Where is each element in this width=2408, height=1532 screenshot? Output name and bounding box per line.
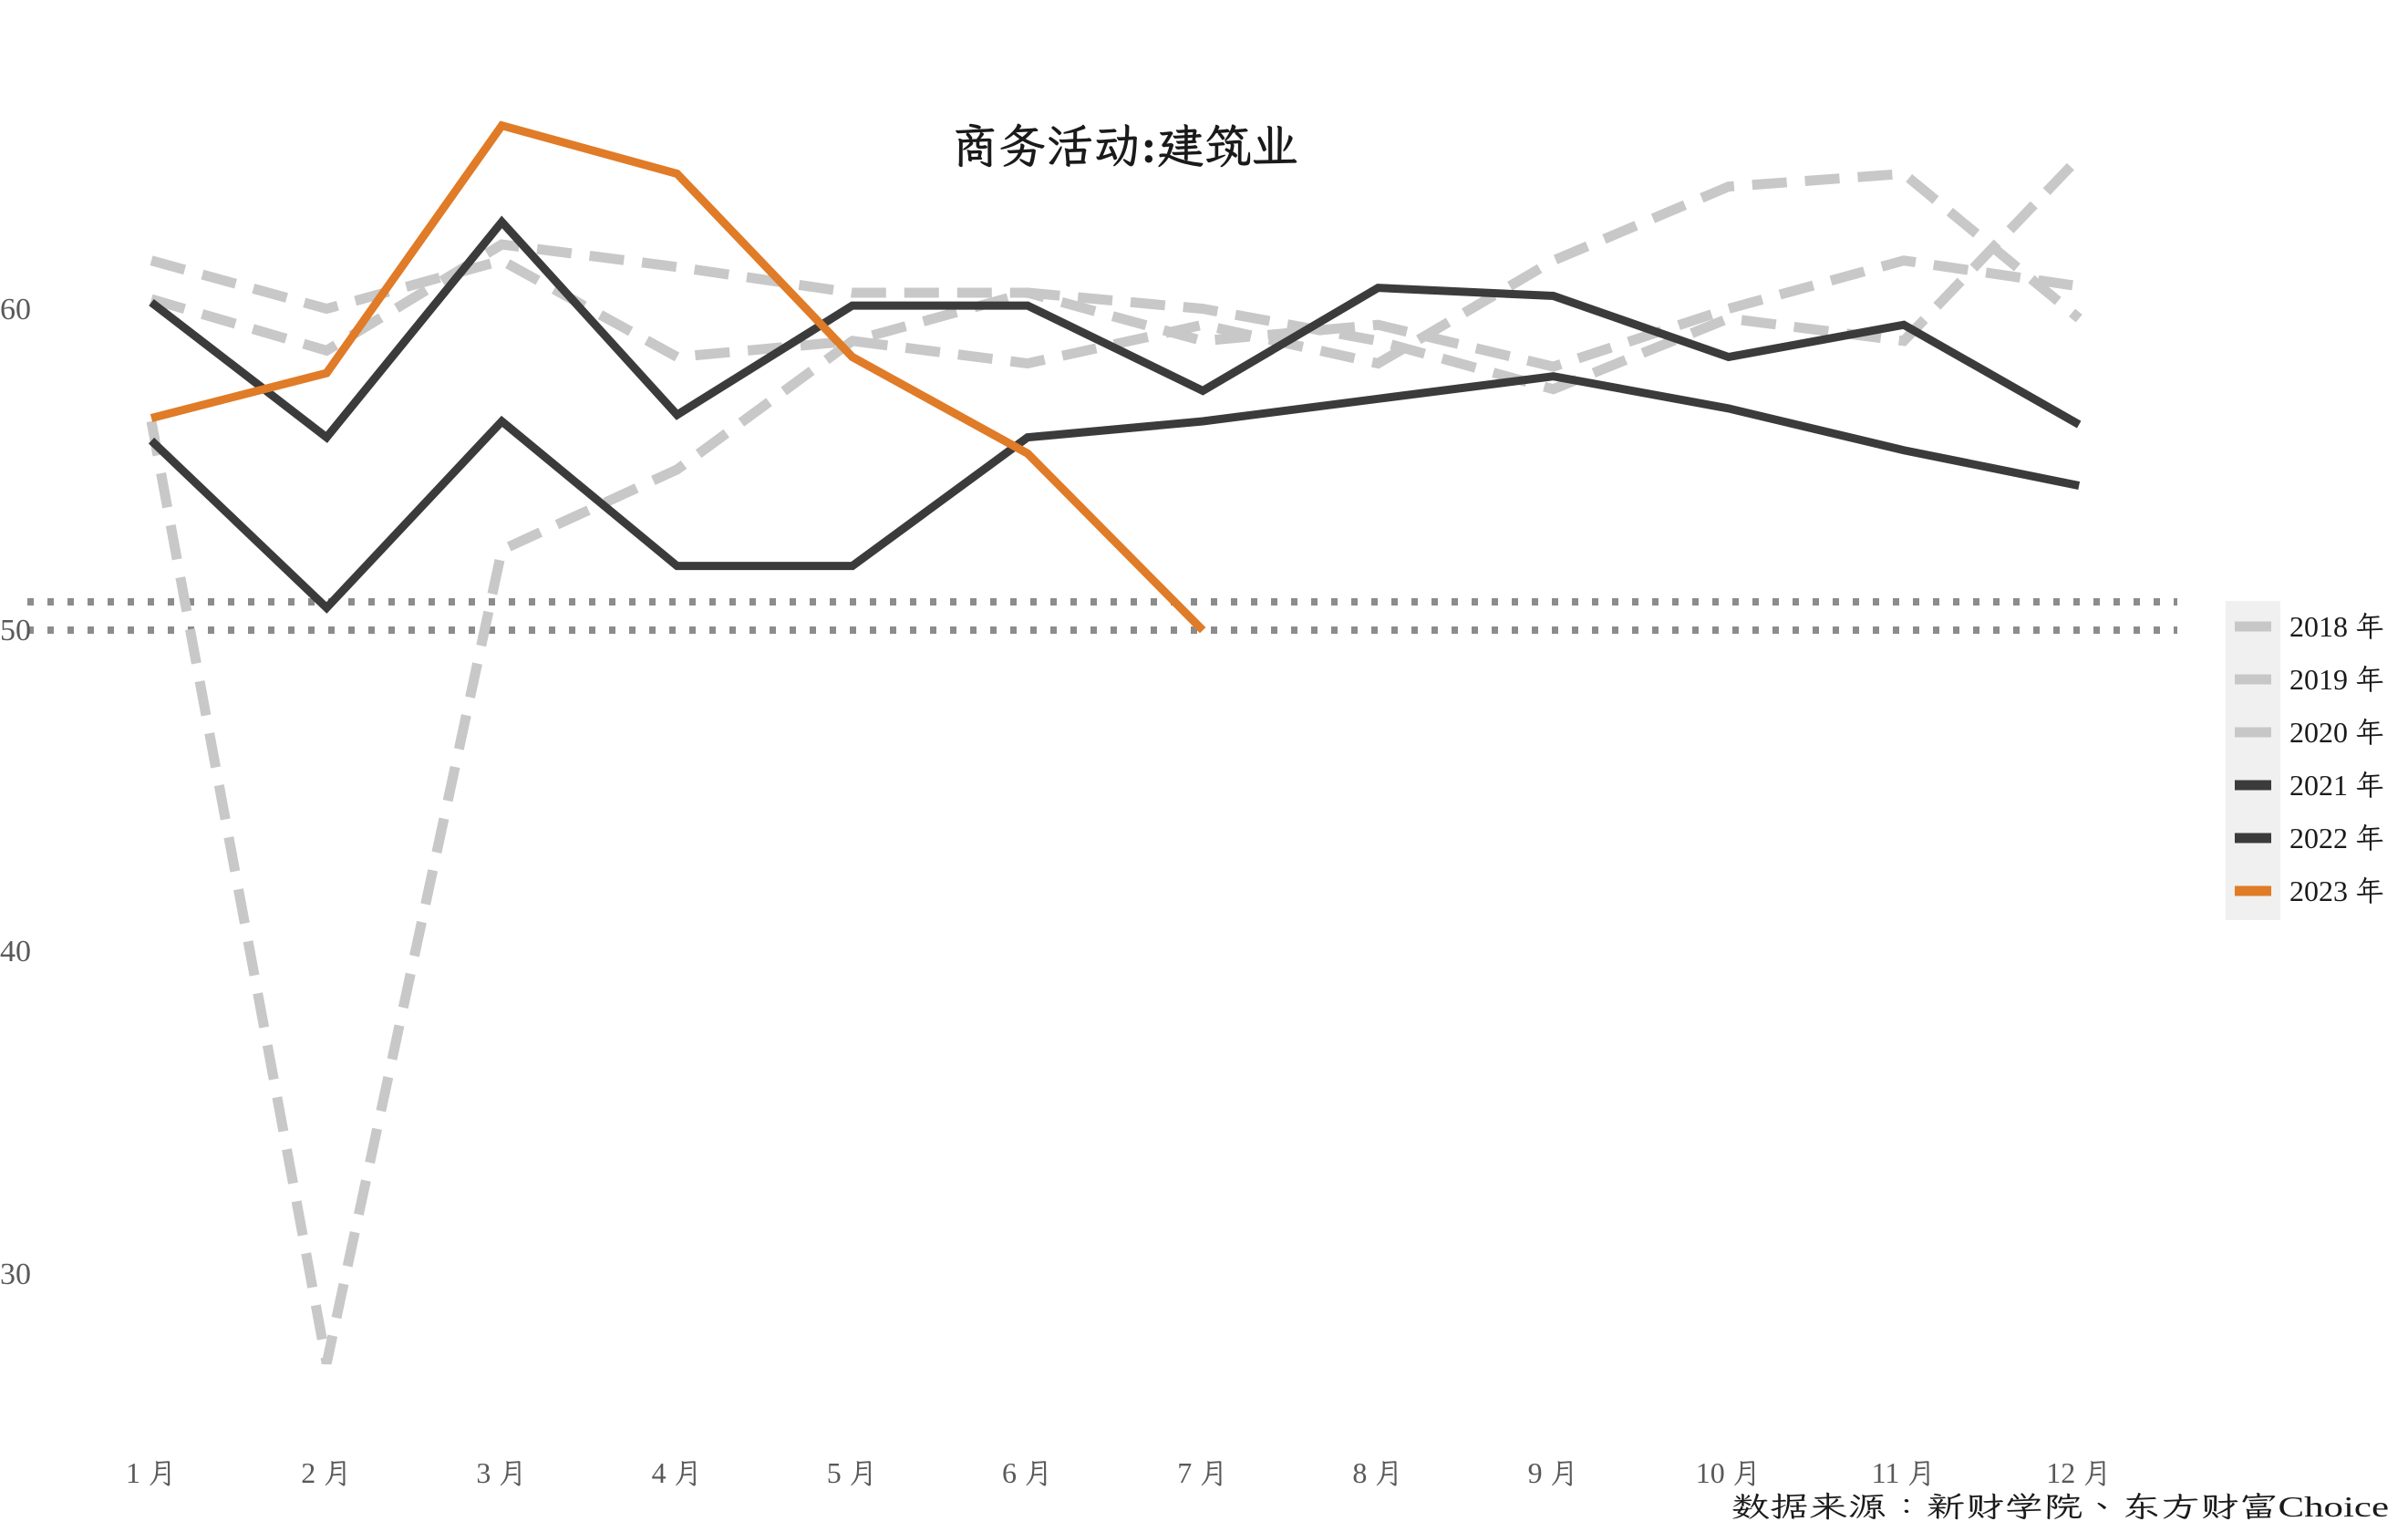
svg-text:30: 30 xyxy=(0,1258,31,1291)
svg-text:12 月: 12 月 xyxy=(2046,1456,2112,1489)
svg-text:9 月: 9 月 xyxy=(1528,1456,1579,1489)
svg-text:1 月: 1 月 xyxy=(126,1456,177,1489)
svg-text:2021 年: 2021 年 xyxy=(2289,769,2384,802)
svg-text:40: 40 xyxy=(0,935,31,968)
svg-text:2018 年: 2018 年 xyxy=(2289,610,2384,643)
svg-text:2022 年: 2022 年 xyxy=(2289,822,2384,854)
svg-text:7 月: 7 月 xyxy=(1177,1456,1228,1489)
svg-text:3 月: 3 月 xyxy=(476,1456,527,1489)
svg-text:5 月: 5 月 xyxy=(827,1456,878,1489)
svg-text:8 月: 8 月 xyxy=(1352,1456,1403,1489)
svg-text:60: 60 xyxy=(0,293,31,326)
svg-text:4 月: 4 月 xyxy=(652,1456,703,1489)
svg-text:2019 年: 2019 年 xyxy=(2289,663,2384,696)
svg-text:数据来源：新财学院、东方财富Choice: 数据来源：新财学院、东方财富Choice xyxy=(1731,1490,2389,1523)
svg-text:11 月: 11 月 xyxy=(1872,1456,1937,1489)
svg-text:2023 年: 2023 年 xyxy=(2289,875,2384,907)
svg-text:10 月: 10 月 xyxy=(1696,1456,1762,1489)
svg-text:2 月: 2 月 xyxy=(301,1456,352,1489)
svg-text:商务活动:建筑业: 商务活动:建筑业 xyxy=(951,121,1298,173)
svg-text:6 月: 6 月 xyxy=(1002,1456,1053,1489)
svg-text:2020 年: 2020 年 xyxy=(2289,716,2384,749)
svg-text:50: 50 xyxy=(0,614,31,647)
